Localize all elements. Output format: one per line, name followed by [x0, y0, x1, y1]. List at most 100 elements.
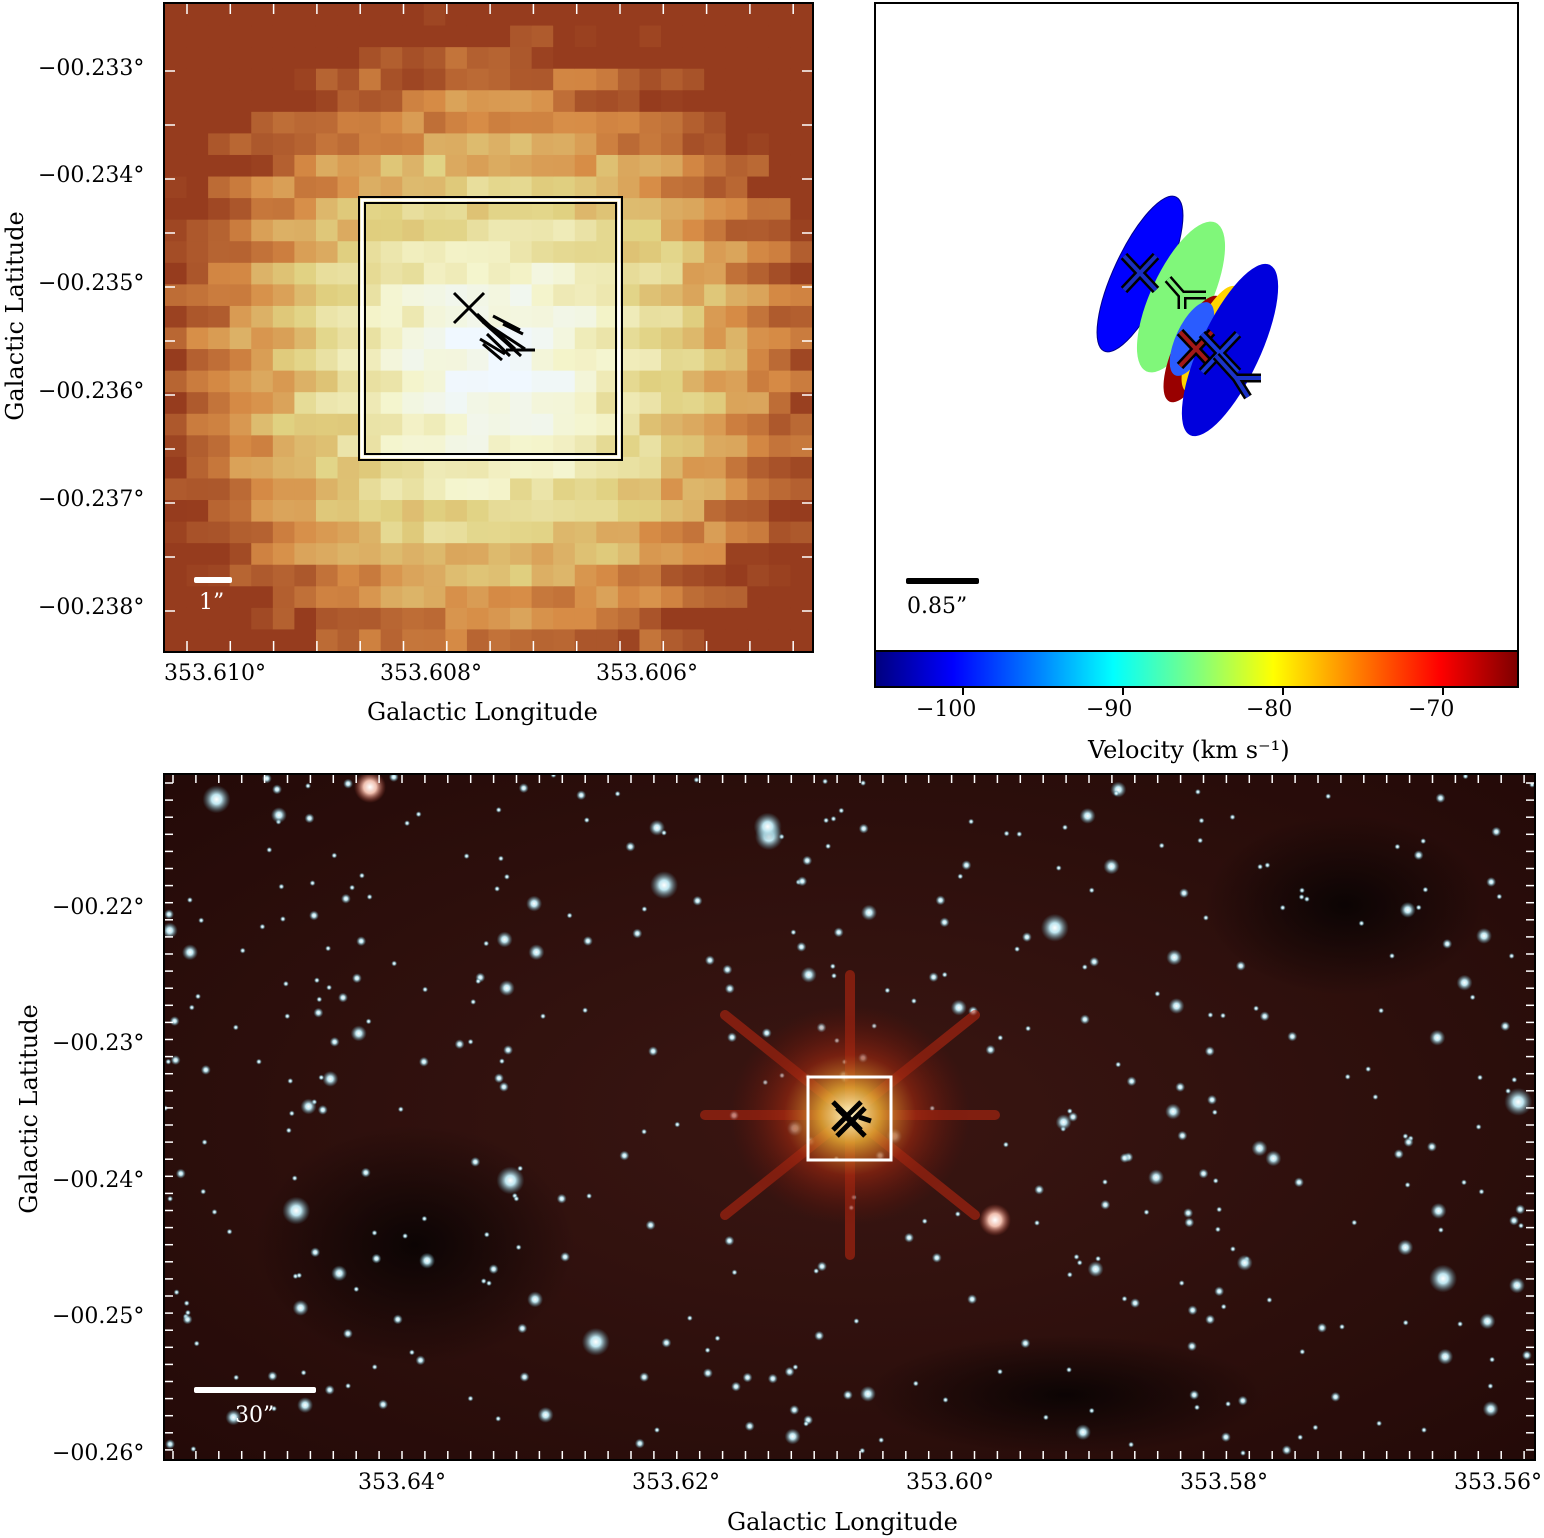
star — [1002, 1141, 1009, 1148]
star — [498, 1081, 509, 1092]
y-tick-label: −00.237° — [38, 487, 145, 512]
star — [1265, 1150, 1282, 1167]
star — [349, 884, 356, 891]
star — [1413, 850, 1424, 861]
star — [1014, 946, 1021, 953]
star — [282, 1196, 311, 1225]
y-tick-label: −00.234° — [38, 163, 145, 188]
star — [1088, 887, 1095, 894]
star — [404, 820, 411, 827]
star — [475, 978, 482, 985]
star — [661, 829, 667, 836]
maser-spots-plot — [906, 195, 1279, 584]
star — [540, 1013, 546, 1020]
zoom-box-white — [360, 198, 621, 459]
dark-cloud — [1205, 815, 1485, 995]
star — [495, 806, 502, 813]
star — [287, 1078, 294, 1084]
star — [233, 1374, 240, 1381]
star — [1372, 1094, 1379, 1100]
star — [861, 904, 877, 921]
star — [744, 1421, 755, 1432]
star — [169, 1016, 180, 1027]
star — [353, 1286, 360, 1293]
star — [1197, 837, 1204, 844]
star — [183, 1300, 190, 1307]
y-tick-label: −00.25° — [52, 1304, 145, 1329]
maser-ellipses — [1096, 195, 1279, 437]
star — [1076, 1259, 1083, 1266]
star — [582, 936, 593, 946]
star — [1126, 1076, 1137, 1087]
star — [195, 993, 201, 1000]
star — [813, 1268, 820, 1274]
star — [842, 1390, 853, 1400]
star — [486, 1280, 492, 1287]
star — [1115, 1061, 1122, 1068]
red-star — [979, 1204, 1011, 1236]
star — [1399, 901, 1416, 918]
zoom-image-panel: 1” — [163, 2, 814, 653]
star — [1303, 896, 1310, 903]
star — [526, 895, 543, 912]
star — [170, 1055, 181, 1066]
star — [1229, 1246, 1236, 1252]
star — [1214, 1286, 1225, 1297]
star — [1089, 956, 1100, 967]
star — [931, 1252, 942, 1263]
red-star — [354, 775, 386, 803]
star — [1298, 894, 1305, 900]
star — [1505, 1088, 1512, 1094]
star — [1299, 887, 1305, 894]
star — [267, 1371, 278, 1382]
star — [1415, 904, 1422, 911]
star — [392, 1314, 403, 1325]
star — [388, 775, 399, 782]
star — [313, 1007, 324, 1018]
star — [1358, 920, 1365, 927]
star — [498, 1058, 505, 1065]
star — [198, 917, 205, 924]
star — [859, 1447, 866, 1454]
star — [282, 980, 289, 987]
star — [351, 973, 362, 984]
star — [702, 1368, 713, 1379]
star — [833, 927, 844, 938]
scale-bar-label: 30” — [235, 1403, 275, 1428]
colorbar-tick-label: −90 — [1086, 697, 1133, 722]
star — [1198, 1168, 1209, 1179]
star — [419, 1252, 436, 1269]
star — [309, 880, 316, 887]
star — [912, 1380, 919, 1387]
dark-cloud — [865, 1335, 1265, 1455]
maser-spots-panel: 0.85” — [874, 2, 1519, 652]
star — [1500, 1021, 1511, 1032]
star — [331, 1265, 348, 1282]
star — [1294, 1177, 1304, 1188]
star — [300, 1098, 317, 1115]
star — [1128, 1441, 1135, 1448]
star — [814, 1330, 825, 1341]
star — [513, 1195, 520, 1202]
star — [296, 1272, 303, 1279]
star — [639, 1372, 650, 1383]
star — [1062, 824, 1068, 831]
y-tick-label: −00.235° — [38, 271, 145, 296]
star — [340, 893, 351, 904]
star — [470, 998, 477, 1005]
star — [1205, 1314, 1216, 1325]
star — [797, 876, 808, 887]
star — [1518, 1222, 1524, 1229]
star — [470, 1156, 481, 1167]
star — [583, 817, 590, 824]
star — [614, 790, 621, 797]
star — [371, 1229, 378, 1236]
star — [634, 1438, 645, 1449]
star — [1435, 793, 1446, 804]
star — [360, 1167, 371, 1178]
zoom-box-inner — [364, 202, 617, 455]
star — [645, 1220, 656, 1231]
star — [422, 986, 429, 993]
star — [692, 895, 703, 906]
star — [1202, 914, 1209, 921]
